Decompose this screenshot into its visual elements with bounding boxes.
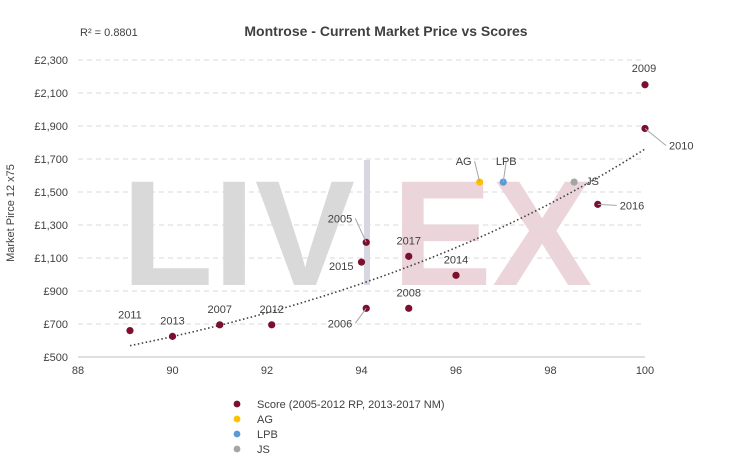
data-point-2011: [126, 327, 134, 335]
y-tick-label: £500: [44, 352, 68, 364]
data-label-ag: AG: [456, 156, 472, 168]
x-tick-label: 96: [450, 365, 462, 377]
x-tick-label: 94: [355, 365, 367, 377]
x-axis-ticks: 88 90 92 94 96 98 100: [72, 365, 654, 377]
data-label-2016: 2016: [620, 200, 644, 212]
y-tick-label: £2,300: [34, 55, 68, 67]
data-point-2008: [405, 304, 413, 312]
data-point-2012: [268, 321, 276, 329]
y-axis-label: Market Pirce 12 x75: [5, 164, 17, 262]
data-point-js: [570, 178, 578, 186]
y-tick-label: £2,100: [34, 88, 68, 100]
data-label-2015: 2015: [329, 261, 353, 273]
legend-label: AG: [257, 414, 273, 426]
data-label-2008: 2008: [397, 287, 421, 299]
legend-marker: [233, 430, 241, 438]
data-label-2005: 2005: [328, 213, 352, 225]
legend-label: Score (2005-2012 RP, 2013-2017 NM): [257, 399, 445, 411]
legend: Score (2005-2012 RP, 2013-2017 NM) AG LPB J…: [233, 399, 445, 456]
legend-label: JS: [257, 444, 270, 455]
data-label-2012: 2012: [259, 304, 283, 316]
data-label-2011: 2011: [118, 310, 142, 322]
data-label-2007: 2007: [208, 304, 232, 316]
leader-line: [502, 161, 507, 183]
liv-ex-watermark: LIV EX: [122, 149, 592, 317]
data-point-2013: [168, 332, 177, 340]
leader-line: [644, 128, 667, 146]
y-axis-ticks: £500 £700 £900 £1,100 £1,300 £1,500 £1,700 £1,9…: [34, 55, 68, 364]
data-label-2013: 2013: [160, 315, 184, 327]
leader-line: [354, 308, 367, 324]
data-point-2015: [357, 258, 366, 266]
data-label-2017: 2017: [397, 235, 421, 247]
y-tick-label: £1,900: [34, 121, 68, 133]
y-tick-label: £1,700: [34, 154, 68, 166]
data-label-js: JS: [586, 176, 599, 188]
x-tick-label: 88: [72, 365, 84, 377]
watermark-text-liv: LIV: [122, 149, 355, 317]
watermark-text-ex: EX: [392, 149, 592, 317]
y-tick-label: £1,300: [34, 220, 68, 232]
y-tick-label: £900: [44, 286, 68, 298]
legend-marker: [233, 415, 241, 423]
data-points: [126, 81, 649, 340]
data-point-2014: [452, 271, 460, 279]
data-point-2007: [216, 321, 224, 329]
data-label-2006: 2006: [328, 318, 352, 330]
data-label-2009: 2009: [632, 63, 656, 75]
legend-marker: [233, 400, 241, 408]
data-label-lpb: LPB: [496, 156, 517, 168]
y-tick-label: £700: [44, 319, 68, 331]
data-point-2009: [641, 81, 649, 89]
r-squared-label: R² = 0.8801: [80, 27, 138, 39]
x-tick-label: 90: [166, 365, 178, 377]
data-label-2010: 2010: [669, 140, 693, 152]
leader-line: [597, 203, 617, 206]
watermark-divider: [364, 160, 370, 285]
gridlines: [78, 59, 645, 325]
data-point-2017: [405, 252, 413, 260]
y-tick-label: £1,500: [34, 187, 68, 199]
leader-line: [474, 160, 481, 183]
y-tick-label: £1,100: [34, 253, 68, 265]
legend-label: LPB: [257, 429, 278, 441]
data-label-2014: 2014: [444, 254, 468, 266]
x-tick-label: 100: [636, 365, 654, 377]
leader-line: [354, 218, 367, 243]
x-tick-label: 98: [544, 365, 556, 377]
legend-marker: [233, 445, 241, 453]
x-tick-label: 92: [261, 365, 273, 377]
chart-title: Montrose - Current Market Price vs Score…: [244, 23, 527, 39]
data-labels: 2011 2013 2007 2012 2006 2008 2014 2015 2017 2005…: [118, 63, 693, 331]
